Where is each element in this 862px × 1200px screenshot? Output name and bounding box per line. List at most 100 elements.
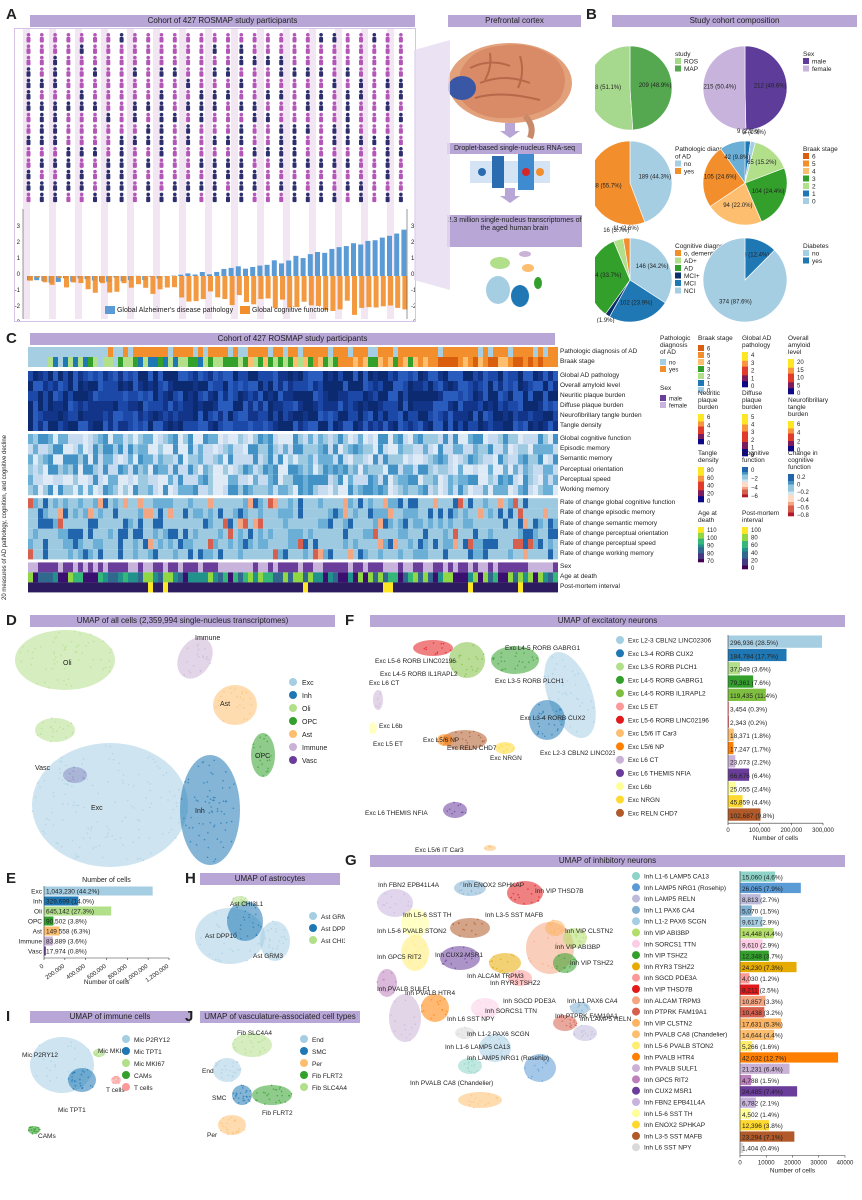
cognition-bar: [308, 276, 314, 306]
heatmap-cell: [408, 508, 414, 519]
legend-gradient-step: [788, 436, 794, 439]
heatmap-cell: [108, 381, 114, 391]
heatmap-cell: [338, 539, 344, 550]
heatmap-cell: [183, 498, 189, 509]
female-person-icon: [372, 192, 377, 203]
heatmap-cell: [448, 391, 454, 401]
heatmap-cell: [203, 464, 209, 475]
heatmap-cell: [28, 474, 34, 485]
heatmap-cell: [543, 381, 549, 391]
heatmap-cell: [243, 454, 249, 465]
heatmap-cell: [113, 347, 119, 357]
pie-legend-title: Pathologic diagnosis: [675, 146, 735, 153]
male-person-icon: [252, 101, 257, 111]
heatmap-cell: [263, 421, 269, 431]
heatmap-cell: [238, 371, 244, 381]
umap-cluster-label: Inh PVALB HTR4: [405, 990, 455, 997]
pie-slice: [629, 140, 673, 223]
heatmap-cell: [88, 347, 94, 357]
legend-gradient-step: [742, 421, 748, 425]
cognition-bar: [150, 276, 156, 294]
heatmap-cell: [213, 508, 219, 519]
heatmap-cell: [98, 528, 104, 539]
female-person-icon: [265, 78, 270, 89]
axis-tick-right: -2: [411, 304, 415, 310]
heatmap-cell: [328, 411, 334, 421]
heatmap-cell: [228, 434, 234, 445]
heatmap-cell: [33, 528, 39, 539]
heatmap-cell: [253, 444, 259, 455]
legend-item: 110: [707, 528, 717, 534]
heatmap-cell: [178, 508, 184, 519]
heatmap-cell: [68, 371, 74, 381]
umap-legend-dot: [289, 756, 297, 764]
legend-gradient-step: [698, 414, 704, 417]
heatmap-cell: [363, 518, 369, 529]
male-person-icon: [132, 112, 137, 123]
heatmap-cell: [423, 539, 429, 550]
heatmap-cell: [433, 434, 439, 445]
heatmap-cell: [378, 562, 384, 573]
bar-legend-dot: [632, 917, 640, 926]
male-person-icon: [385, 192, 390, 203]
heatmap-cell: [123, 528, 129, 539]
heatmap-cell: [333, 498, 339, 509]
female-person-icon: [372, 158, 377, 168]
female-person-icon: [106, 78, 111, 89]
heatmap-cell: [133, 498, 139, 509]
heatmap-cell: [253, 381, 259, 391]
heatmap-cell: [213, 485, 219, 496]
heatmap-cell: [453, 562, 459, 573]
heatmap-cell: [173, 357, 179, 367]
heatmap-cell: [203, 357, 209, 367]
heatmap-cell: [203, 347, 209, 357]
heatmap-row-label: Semantic memory: [560, 455, 613, 463]
cognition-bar: [272, 276, 278, 309]
heatmap-cell: [33, 539, 39, 550]
umap-cluster: [218, 1115, 246, 1136]
heatmap-cell: [448, 539, 454, 550]
heatmap-cell: [508, 539, 514, 550]
heatmap-cell: [443, 391, 449, 401]
male-person-icon: [226, 135, 230, 146]
heatmap-cell: [433, 371, 439, 381]
heatmap-cell: [253, 401, 259, 411]
female-person-icon: [372, 181, 377, 191]
heatmap-cell: [313, 582, 319, 593]
heatmap-cell: [168, 464, 174, 475]
bar-category-label: Exc L3-4 RORB CUX2: [628, 651, 694, 658]
bar-legend-dot: [616, 689, 624, 698]
heatmap-cell: [358, 411, 364, 421]
heatmap-cell: [123, 421, 129, 431]
heatmap-cell: [38, 391, 44, 401]
heatmap-cell: [548, 508, 554, 519]
pie-slice: [595, 45, 634, 131]
legend-title: function: [742, 457, 765, 464]
heatmap-cell: [248, 454, 254, 465]
heatmap-cell: [148, 391, 154, 401]
panel-label-b: B: [586, 6, 597, 23]
heatmap-cell: [463, 464, 469, 475]
heatmap-cell: [508, 549, 514, 560]
heatmap-cell: [478, 528, 484, 539]
heatmap-cell: [48, 401, 54, 411]
heatmap-cell: [328, 454, 334, 465]
heatmap-cell: [383, 411, 389, 421]
female-person-icon: [345, 33, 350, 43]
heatmap-cell: [528, 454, 534, 465]
heatmap-cell: [178, 572, 184, 583]
heatmap-cell: [243, 485, 249, 496]
heatmap-cell: [443, 539, 449, 550]
heatmap-cell: [293, 434, 299, 445]
heatmap-cell: [538, 371, 544, 381]
heatmap-cell: [98, 434, 104, 445]
heatmap-cell: [423, 444, 429, 455]
heatmap-cell: [328, 485, 334, 496]
heatmap-cell: [213, 444, 219, 455]
bar: [740, 1029, 775, 1040]
heatmap-cell: [158, 411, 164, 421]
bar: [740, 1108, 751, 1120]
heatmap-cell: [368, 562, 374, 573]
heatmap-cell: [293, 582, 299, 593]
